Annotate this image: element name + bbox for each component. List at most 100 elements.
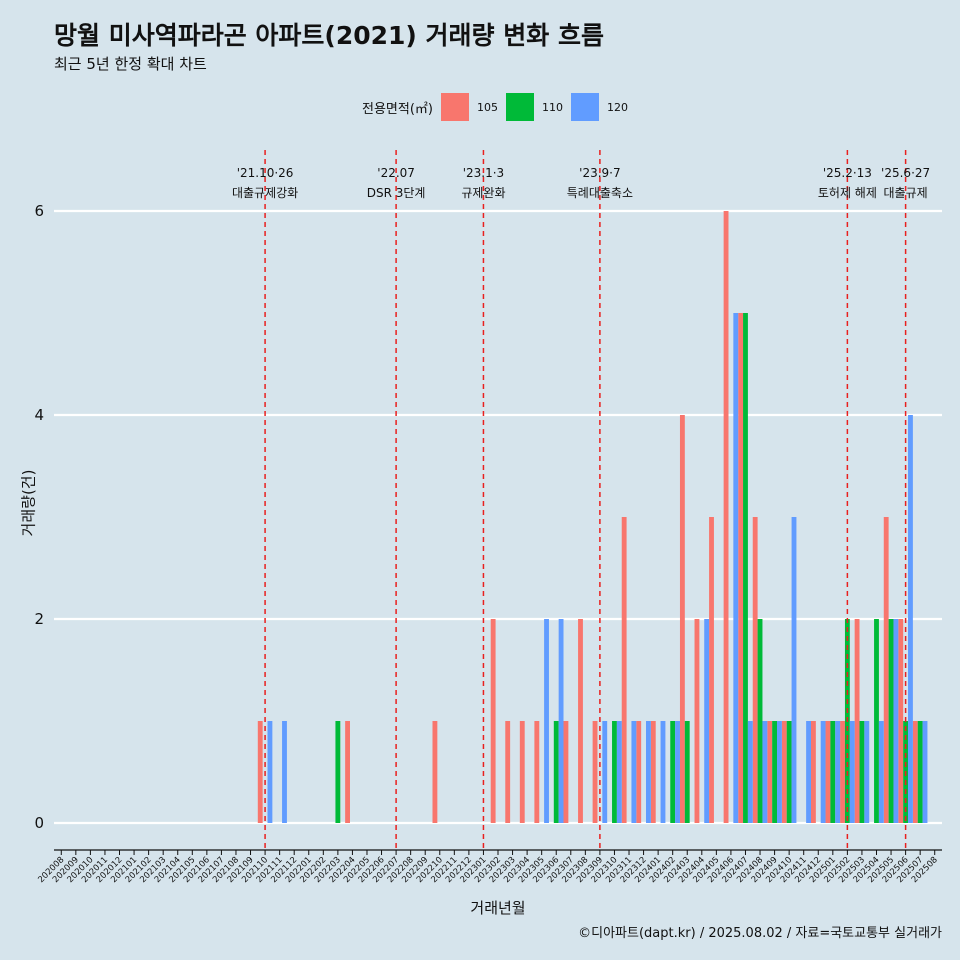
bar-105-202503	[854, 619, 860, 823]
bar-105-202407	[738, 313, 744, 823]
bar-110-202408	[757, 619, 763, 823]
bar-105-202505	[883, 517, 889, 823]
bar-110-202310	[612, 721, 617, 823]
bar-105-202501	[825, 721, 831, 823]
bar-110-202403	[684, 721, 690, 823]
bar-105-202304	[519, 721, 525, 823]
legend-swatch-120	[570, 93, 599, 121]
bar-120-202411	[806, 721, 811, 823]
bar-105-202408	[752, 517, 758, 823]
bar-110-202203	[335, 721, 341, 823]
event-label-202506: 대출규제	[884, 186, 928, 200]
bar-105-202507	[912, 721, 918, 823]
bar-105-202406	[723, 211, 729, 823]
source-caption: ©디아파트(dapt.kr) / 2025.08.02 / 자료=국토교통부 실…	[578, 926, 942, 941]
bar-105-202312	[636, 721, 642, 823]
event-date-202502: '25.2·13	[823, 166, 872, 180]
bar-110-202504	[874, 619, 879, 823]
y-tick-label-6: 6	[34, 202, 44, 220]
bar-120-202311	[631, 721, 637, 823]
bar-120-202502	[849, 721, 855, 823]
bar-105-202305	[534, 721, 540, 823]
bar-120-202401	[660, 721, 666, 823]
bar-120-202312	[646, 721, 651, 823]
bar-120-202407	[747, 721, 753, 823]
chart-title: 망월 미사역파라곤 아파트(2021) 거래량 변화 흐름	[54, 21, 604, 50]
bar-105-202303	[505, 721, 511, 823]
bar-120-202310	[616, 721, 622, 823]
bar-105-202502	[840, 721, 845, 823]
y-tick-label-4: 4	[34, 406, 44, 424]
bar-120-202505	[893, 619, 899, 823]
bar-105-202110	[257, 721, 263, 823]
x-axis-label: 거래년월	[470, 899, 526, 917]
bar-120-202406	[733, 313, 739, 823]
bar-110-202501	[830, 721, 836, 823]
legend: 전용면적(㎡) 105 110 120	[362, 93, 636, 121]
y-tick-label-2: 2	[34, 610, 44, 628]
y-axis-label: 거래량(건)	[19, 469, 38, 537]
legend-label-120: 120	[606, 100, 628, 114]
bar-120-202306	[558, 619, 564, 823]
bar-105-202204	[345, 721, 350, 823]
bar-120-202404	[704, 619, 710, 823]
legend-label-110: 110	[541, 100, 563, 114]
legend-item-105: 105	[440, 93, 498, 121]
legend-title: 전용면적(㎡)	[362, 101, 433, 117]
legend-item-110: 110	[505, 93, 563, 121]
bar-120-202504	[878, 721, 884, 823]
event-date-202506: '25.6·27	[881, 166, 930, 180]
bar-110-202410	[786, 721, 792, 823]
legend-swatch-105	[440, 93, 469, 121]
bar-105-202311	[621, 517, 627, 823]
bar-110-202507	[917, 721, 923, 823]
bar-105-202506	[898, 619, 904, 823]
event-label-202207: DSR 3단계	[367, 186, 426, 200]
bar-105-202401	[650, 721, 656, 823]
event-date-202110: '21.10·26	[237, 166, 294, 180]
bar-110-202505	[888, 619, 894, 823]
event-label-202301: 규제완화	[461, 186, 505, 200]
bar-105-202412	[810, 721, 816, 823]
event-label-202502: 토허제 해제	[818, 186, 877, 200]
bar-105-202302	[490, 619, 496, 823]
bar-105-202405	[709, 517, 714, 823]
bar-120-202305	[544, 619, 549, 823]
bar-105-202403	[679, 415, 685, 823]
bar-120-202506	[908, 415, 913, 823]
legend-item-120: 120	[570, 93, 628, 121]
chart-subtitle: 최근 5년 한정 확대 차트	[54, 55, 207, 73]
legend-label-105: 105	[476, 100, 498, 114]
bar-105-202210	[432, 721, 438, 823]
bar-105-202409	[767, 721, 773, 823]
bar-110-202402	[670, 721, 676, 823]
bar-120-202111	[282, 721, 287, 823]
bar-105-202410	[781, 721, 787, 823]
bar-120-202110	[267, 721, 273, 823]
bar-105-202404	[694, 619, 700, 823]
event-label-202110: 대출규제강화	[232, 186, 298, 200]
bar-105-202307	[563, 721, 569, 823]
bar-120-202402	[675, 721, 680, 823]
bar-120-202410	[791, 517, 797, 823]
event-date-202301: '23.1·3	[463, 166, 504, 180]
bar-105-202309	[592, 721, 598, 823]
bar-110-202306	[553, 721, 559, 823]
bar-120-202409	[777, 721, 782, 823]
event-label-202309: 특례대출축소	[567, 186, 633, 200]
y-tick-label-0: 0	[34, 814, 44, 832]
bar-110-202407	[743, 313, 748, 823]
event-date-202207: '22.07	[377, 166, 415, 180]
bar-120-202501	[835, 721, 841, 823]
event-date-202309: '23.9·7	[579, 166, 620, 180]
bar-120-202503	[864, 721, 870, 823]
bar-105-202308	[578, 619, 583, 823]
bar-120-202507	[922, 721, 928, 823]
bar-110-202503	[859, 721, 865, 823]
bar-120-202412	[820, 721, 826, 823]
bar-120-202408	[762, 721, 768, 823]
bar-110-202409	[772, 721, 778, 823]
bar-120-202309	[602, 721, 608, 823]
legend-swatch-110	[505, 93, 534, 121]
